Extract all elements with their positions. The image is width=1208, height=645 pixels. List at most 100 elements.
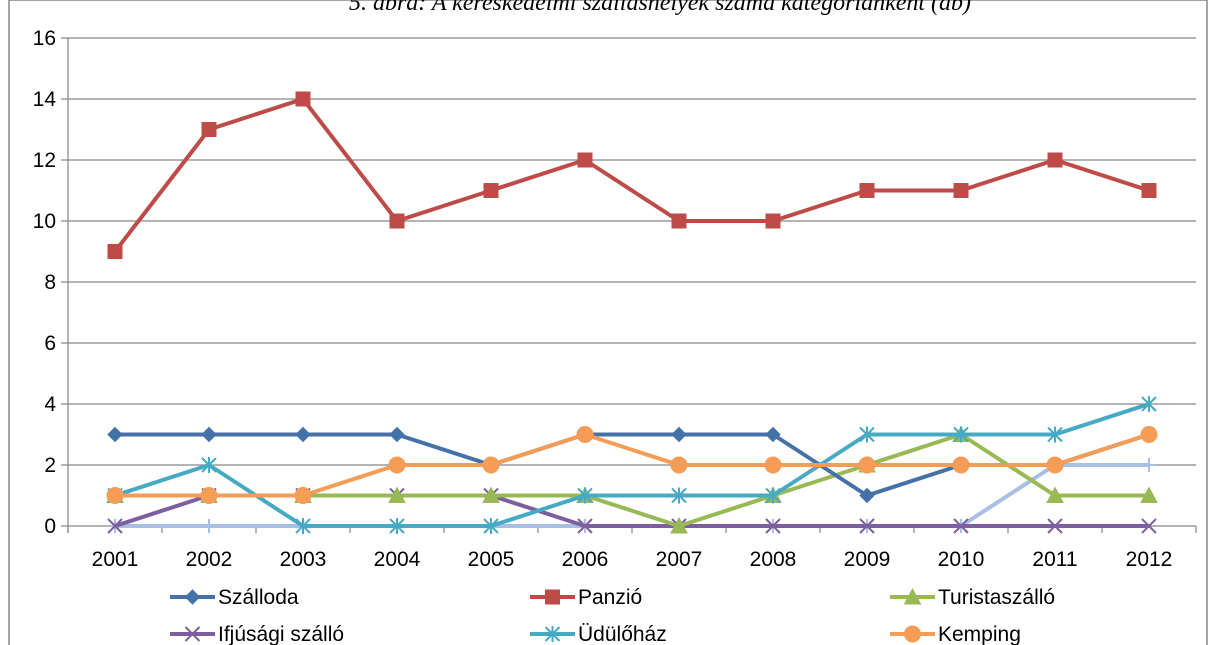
point-4-10 [1047, 426, 1063, 443]
point-2-3 [388, 486, 406, 503]
point-4-6 [671, 487, 687, 504]
point-3-9 [953, 518, 969, 534]
point-2-6 [670, 516, 688, 534]
point-4-4 [483, 518, 499, 534]
point-4-5 [577, 487, 593, 504]
point-5-0 [106, 487, 124, 504]
series-5 [106, 426, 1158, 504]
point-5-9 [952, 456, 970, 474]
x-tick-label-11: 2012 [1126, 548, 1173, 571]
point-1-3 [389, 213, 405, 229]
legend-marker-0 [184, 589, 201, 605]
point-4-11 [1141, 396, 1157, 412]
x-tick-label-1: 2002 [186, 548, 233, 571]
y-tick-label-8: 16 [33, 27, 56, 50]
series-line-5 [115, 432, 1150, 498]
point-2-10 [1046, 486, 1064, 503]
y-tick-label-2: 4 [44, 393, 56, 416]
legend-label-2: Turistaszálló [938, 586, 1055, 609]
point-3-11 [1141, 518, 1157, 534]
y-tick-label-4: 8 [44, 271, 56, 294]
x-tick-label-3: 2004 [374, 548, 421, 571]
legend-marker-5 [904, 625, 921, 643]
legend-item-4: Üdülőház [530, 623, 667, 645]
legend-label-0: Szálloda [218, 586, 299, 609]
x-tick-label-4: 2005 [468, 548, 515, 571]
y-tick-label-6: 12 [33, 149, 56, 172]
series-line-1 [113, 97, 1150, 253]
y-tick-label-1: 2 [44, 454, 56, 477]
point-6-1 [202, 519, 216, 533]
point-1-4 [483, 183, 499, 198]
legend-item-0: Szálloda [170, 586, 299, 609]
legend-item-1: Panzió [530, 586, 642, 609]
y-tick-label-3: 6 [44, 332, 56, 355]
point-1-1 [201, 122, 217, 137]
point-3-10 [1047, 518, 1063, 534]
point-4-9 [953, 426, 969, 443]
point-1-6 [671, 213, 687, 229]
point-5-8 [858, 456, 876, 474]
legend-item-5: Kemping [890, 623, 1021, 645]
point-3-5 [577, 518, 593, 534]
point-5-6 [670, 456, 688, 474]
x-tick-label-9: 2010 [938, 548, 985, 571]
y-tick-label-7: 14 [33, 88, 57, 111]
point-6-11 [1142, 458, 1156, 472]
y-axis-ticks: 0 2 4 6 8 10 12 14 16 [33, 27, 57, 538]
point-5-10 [1046, 456, 1064, 474]
x-tick-label-8: 2009 [844, 548, 891, 571]
legend-marker-4 [544, 626, 561, 642]
point-5-2 [294, 487, 312, 504]
point-1-8 [859, 183, 875, 198]
legend-marker-3 [184, 626, 201, 642]
legend-marker-1 [545, 589, 560, 605]
point-1-7 [765, 213, 781, 229]
chart-title: 5. ábra: A kereskedelmi szálláshelyek sz… [349, 0, 971, 16]
point-2-4 [482, 486, 500, 503]
point-3-0 [107, 518, 123, 534]
point-0-7 [765, 426, 781, 443]
y-tick-label-0: 0 [44, 515, 56, 538]
x-tick-label-6: 2007 [656, 548, 703, 571]
legend-item-3: Ifjúsági szálló [170, 623, 344, 645]
point-5-7 [764, 456, 782, 474]
point-0-0 [107, 426, 123, 443]
point-5-1 [200, 487, 218, 504]
legend-label-4: Üdülőház [578, 623, 667, 645]
legend-label-3: Ifjúsági szálló [218, 623, 344, 645]
point-0-2 [295, 426, 311, 443]
legend-label-1: Panzió [578, 586, 642, 609]
point-1-5 [577, 152, 593, 168]
legend-marker-2 [903, 587, 922, 605]
point-5-3 [388, 456, 406, 474]
point-4-1 [201, 457, 217, 473]
point-4-2 [295, 518, 311, 534]
point-1-9 [953, 183, 969, 198]
series-line-4 [114, 402, 1150, 528]
point-2-11 [1140, 486, 1158, 503]
x-tick-label-2: 2003 [280, 548, 327, 571]
point-1-11 [1141, 183, 1157, 198]
point-3-8 [859, 518, 875, 534]
legend-item-2: Turistaszálló [890, 586, 1055, 609]
y-tick-label-5: 10 [33, 210, 56, 233]
point-0-3 [389, 426, 405, 443]
point-5-11 [1140, 426, 1158, 443]
x-axis-ticks: 2001 2002 2003 2004 2005 2006 2007 2008 2009 2010… [92, 548, 1173, 571]
point-1-2 [295, 91, 311, 107]
chart-frame [8, 0, 1208, 645]
series-group [106, 91, 1158, 534]
point-0-6 [671, 426, 687, 443]
point-4-8 [859, 426, 875, 443]
x-tick-label-0: 2001 [92, 548, 139, 571]
point-1-0 [107, 244, 123, 259]
point-1-10 [1047, 152, 1063, 168]
x-tick-label-5: 2006 [562, 548, 609, 571]
x-tick-label-7: 2008 [750, 548, 797, 571]
point-5-4 [482, 456, 500, 474]
series-1 [107, 91, 1157, 259]
point-5-5 [576, 426, 594, 443]
point-0-1 [201, 426, 217, 443]
